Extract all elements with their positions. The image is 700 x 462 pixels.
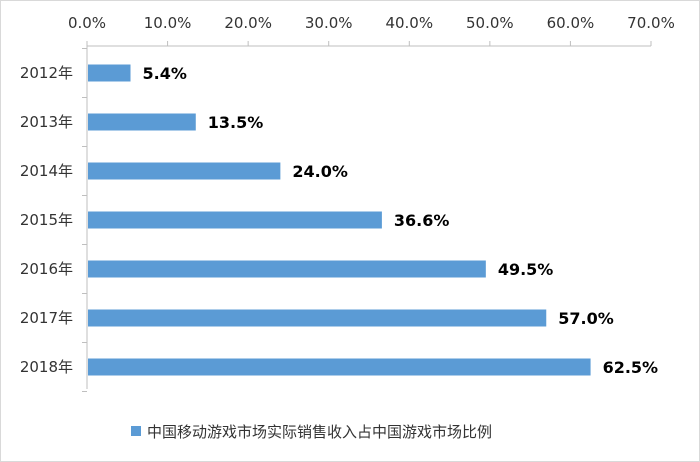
bar (88, 64, 131, 82)
category-label: 2018年 (20, 358, 73, 376)
category-label: 2016年 (20, 260, 73, 278)
data-label: 62.5% (603, 358, 659, 377)
category-label: 2013年 (20, 113, 73, 131)
data-label: 36.6% (394, 211, 450, 230)
data-label: 24.0% (292, 162, 348, 181)
bar (88, 211, 382, 229)
legend-swatch (131, 426, 141, 436)
bar (88, 260, 486, 278)
bars (88, 64, 591, 376)
x-tick-label: 0.0% (68, 14, 106, 32)
x-tick-label: 40.0% (385, 14, 433, 32)
bar (88, 113, 196, 131)
category-label: 2012年 (20, 64, 73, 82)
data-labels: 5.4% 13.5% 24.0% 36.6% 49.5% 57.0% 62.5% (143, 64, 659, 377)
x-tick-label: 60.0% (547, 14, 595, 32)
legend: 中国移动游戏市场实际销售收入占中国游戏市场比例 (131, 423, 492, 441)
axes: 0.0% 10.0% 20.0% 30.0% 40.0% 50.0% 60.0% 70.0% 2… (20, 14, 675, 392)
data-label: 13.5% (208, 113, 264, 132)
legend-label: 中国移动游戏市场实际销售收入占中国游戏市场比例 (147, 423, 492, 441)
x-tick-label: 70.0% (627, 14, 675, 32)
data-label: 57.0% (558, 309, 614, 328)
x-tick-label: 20.0% (224, 14, 272, 32)
data-label: 49.5% (498, 260, 554, 279)
category-label: 2017年 (20, 309, 73, 327)
bar (88, 358, 591, 376)
x-tick-label: 50.0% (466, 14, 514, 32)
x-tick-label: 30.0% (305, 14, 353, 32)
bar (88, 162, 281, 180)
category-label: 2015年 (20, 211, 73, 229)
data-label: 5.4% (143, 64, 187, 83)
category-label: 2014年 (20, 162, 73, 180)
bar (88, 309, 547, 327)
x-tick-label: 10.0% (144, 14, 192, 32)
